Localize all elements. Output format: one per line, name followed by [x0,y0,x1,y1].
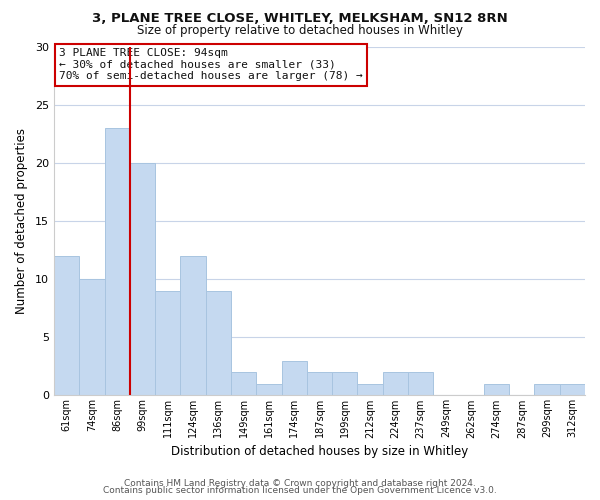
Bar [206,290,231,396]
Text: Contains public sector information licensed under the Open Government Licence v3: Contains public sector information licen… [103,486,497,495]
X-axis label: Distribution of detached houses by size in Whitley: Distribution of detached houses by size … [171,444,468,458]
Text: 3, PLANE TREE CLOSE, WHITLEY, MELKSHAM, SN12 8RN: 3, PLANE TREE CLOSE, WHITLEY, MELKSHAM, … [92,12,508,26]
Bar [383,372,408,396]
Bar [332,372,358,396]
Text: Contains HM Land Registry data © Crown copyright and database right 2024.: Contains HM Land Registry data © Crown c… [124,478,476,488]
Bar [155,290,181,396]
Y-axis label: Number of detached properties: Number of detached properties [15,128,28,314]
Bar [484,384,509,396]
Bar [130,163,155,396]
Bar [256,384,281,396]
Text: Size of property relative to detached houses in Whitley: Size of property relative to detached ho… [137,24,463,37]
Bar [307,372,332,396]
Bar [104,128,130,396]
Bar [54,256,79,396]
Text: 3 PLANE TREE CLOSE: 94sqm
← 30% of detached houses are smaller (33)
70% of semi-: 3 PLANE TREE CLOSE: 94sqm ← 30% of detac… [59,48,363,82]
Bar [535,384,560,396]
Bar [231,372,256,396]
Bar [408,372,433,396]
Bar [79,279,104,396]
Bar [358,384,383,396]
Bar [281,360,307,396]
Bar [560,384,585,396]
Bar [181,256,206,396]
